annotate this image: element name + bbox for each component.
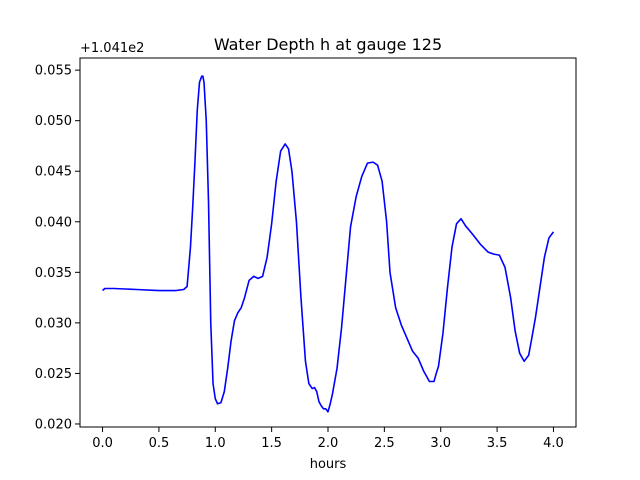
x-tick-label: 0.0 [92,436,113,451]
y-tick-label: 0.045 [35,165,72,180]
x-tick-label: 0.5 [149,436,170,451]
y-tick-label: 0.040 [35,215,72,230]
y-tick-label: 0.030 [35,316,72,331]
y-offset-label: +1.041e2 [80,41,144,56]
chart-title: Water Depth h at gauge 125 [214,35,442,54]
x-tick-label: 3.0 [430,436,451,451]
x-tick-label: 3.5 [487,436,508,451]
plot-area [79,57,577,428]
y-tick-label: 0.055 [35,64,72,79]
x-axis: 0.0 0.5 1.0 1.5 2.0 2.5 3.0 3.5 4.0 [92,427,564,451]
axes-frame [79,57,577,428]
series-line [102,75,555,413]
y-tick-label: 0.020 [35,417,72,432]
x-tick-label: 2.0 [318,436,339,451]
x-tick-label: 1.5 [261,436,282,451]
x-tick-label: 1.0 [205,436,226,451]
y-axis: 0.020 0.025 0.030 0.035 0.040 0.045 0.050 0.055 [35,64,80,432]
x-tick-label: 4.0 [543,436,564,451]
x-axis-label: hours [310,457,347,472]
y-tick-label: 0.025 [35,367,72,382]
y-tick-label: 0.050 [35,114,72,129]
x-tick-label: 2.5 [374,436,395,451]
y-tick-label: 0.035 [35,266,72,281]
